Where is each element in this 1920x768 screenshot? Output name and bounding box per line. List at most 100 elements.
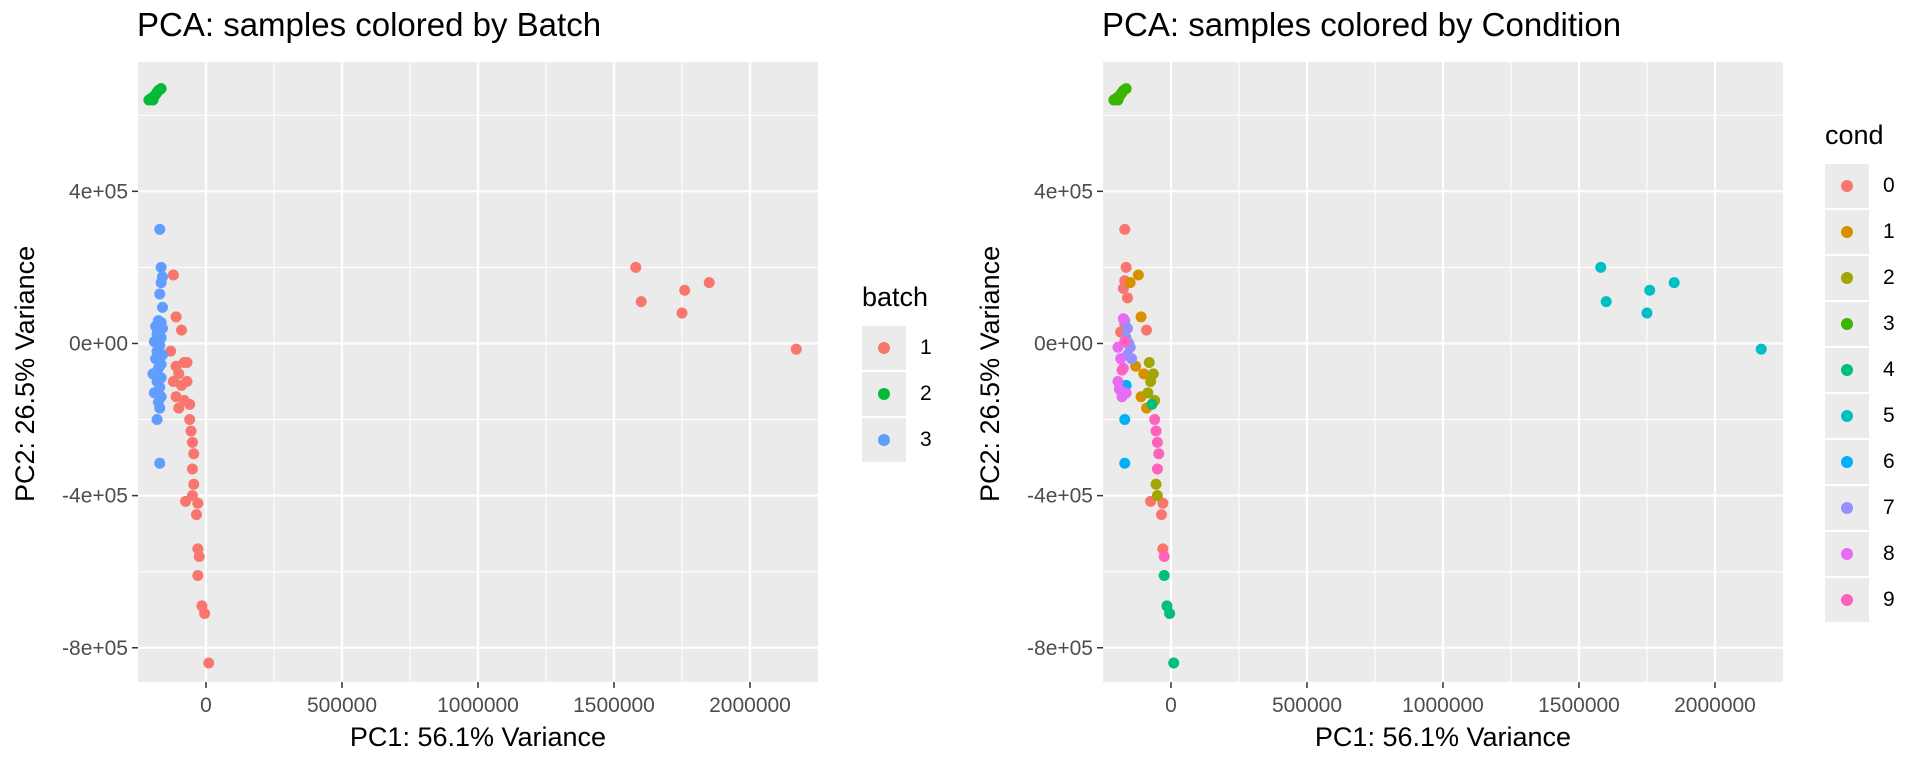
legend-item: 2 [1825, 255, 1895, 301]
legend-key [1825, 440, 1869, 484]
scatter-point [1158, 550, 1170, 562]
scatter-point [165, 345, 177, 357]
scatter-point [1116, 391, 1128, 403]
scatter-point [193, 550, 205, 562]
chart-title: PCA: samples colored by Condition [1102, 6, 1622, 43]
legend-swatch [878, 342, 890, 354]
scatter-point [635, 296, 647, 308]
scatter-point [173, 368, 185, 380]
legend-key [1825, 302, 1869, 346]
scatter-point [186, 436, 198, 448]
scatter-point [1119, 414, 1131, 426]
legend-swatch [1841, 364, 1853, 376]
legend-swatch [1841, 456, 1853, 468]
scatter-point [1132, 269, 1144, 281]
legend-swatch [1841, 594, 1853, 606]
legend-swatch [1841, 548, 1853, 560]
legend-label: 7 [1883, 496, 1895, 519]
legend-item: 3 [862, 417, 932, 463]
scatter-point [1147, 368, 1159, 380]
scatter-point [154, 288, 166, 300]
legend-item: 6 [1825, 439, 1895, 485]
legend-label: 1 [920, 336, 932, 359]
scatter-point [1150, 425, 1162, 437]
scatter-point [1151, 436, 1163, 448]
legend-label: 0 [1883, 174, 1895, 197]
chart-title: PCA: samples colored by Batch [137, 6, 602, 43]
scatter-point [192, 569, 204, 581]
scatter-point [1158, 569, 1170, 581]
y-tick-label: -8e+05 [1027, 637, 1093, 660]
legend-key [1825, 210, 1869, 254]
scatter-point [167, 269, 179, 281]
legend-swatch [1841, 272, 1853, 284]
scatter-point [1120, 83, 1132, 95]
legend-key [1825, 256, 1869, 300]
y-tick-label: -4e+05 [1027, 485, 1093, 508]
scatter-point [155, 277, 167, 289]
scatter-point [679, 284, 691, 296]
scatter-point [703, 277, 715, 289]
scatter-point [1115, 353, 1127, 365]
legend: batch 1 2 3 [862, 282, 932, 463]
scatter-point [185, 425, 197, 437]
legend-key [1825, 486, 1869, 530]
legend-swatch [1841, 318, 1853, 330]
plot-area: 0 500000 1000000 1500000 2000000 4e+05 0e+00 -4… [1027, 62, 1783, 717]
scatter-point [1124, 277, 1136, 289]
legend-item: 3 [1825, 301, 1895, 347]
legend-item: 1 [1825, 209, 1895, 255]
scatter-point [181, 376, 193, 388]
scatter-point [1755, 343, 1767, 355]
y-tick-label: -4e+05 [62, 485, 128, 508]
legend-label: 6 [1883, 450, 1895, 473]
x-axis-title: PC1: 56.1% Variance [1314, 722, 1572, 752]
scatter-point [790, 343, 802, 355]
scatter-point [1138, 368, 1150, 380]
scatter-point [156, 301, 168, 313]
scatter-point [154, 457, 166, 469]
legend-label: 4 [1883, 358, 1895, 381]
legend-label: 1 [1883, 220, 1895, 243]
y-axis-title: PC2: 26.5% Variance [975, 245, 1005, 502]
scatter-point [1151, 463, 1163, 475]
x-tick-label: 2000000 [709, 694, 791, 717]
plot-area: 0 500000 1000000 1500000 2000000 4e+05 0e+00 -4… [62, 62, 818, 717]
legend: cond 0 1 2 3 4 5 6 7 8 9 [1825, 120, 1895, 623]
left-panel: PCA: samples colored by Batch 0 500000 100… [10, 6, 932, 752]
y-tick-label: -8e+05 [62, 637, 128, 660]
scatter-point [1126, 353, 1138, 365]
scatter-point [170, 391, 182, 403]
x-tick-label: 1000000 [1402, 694, 1484, 717]
scatter-point [1117, 313, 1129, 325]
legend-swatch [1841, 410, 1853, 422]
x-tick-label: 500000 [307, 694, 377, 717]
scatter-point [1150, 478, 1162, 490]
scatter-point [151, 414, 163, 426]
x-tick-label: 2000000 [1674, 694, 1756, 717]
scatter-point [1600, 296, 1612, 308]
scatter-point [1119, 223, 1131, 235]
legend-swatch [878, 388, 890, 400]
scatter-point [1112, 94, 1124, 106]
x-axis-title: PC1: 56.1% Variance [349, 722, 607, 752]
scatter-point [1119, 457, 1131, 469]
scatter-point [180, 495, 192, 507]
scatter-point [154, 223, 166, 235]
x-tick-label: 1000000 [437, 694, 519, 717]
scatter-point [1146, 398, 1158, 410]
legend-key [1825, 348, 1869, 392]
scatter-point [1153, 448, 1165, 460]
scatter-point [181, 356, 193, 368]
legend-item: 1 [862, 325, 932, 371]
legend-key [862, 372, 906, 416]
legend-key [1825, 164, 1869, 208]
scatter-point [630, 261, 642, 273]
legend-label: 2 [920, 382, 932, 405]
legend-swatch [1841, 180, 1853, 192]
scatter-point [190, 509, 202, 521]
legend-item: 8 [1825, 531, 1895, 577]
scatter-point [1157, 497, 1169, 509]
scatter-point [176, 324, 188, 336]
